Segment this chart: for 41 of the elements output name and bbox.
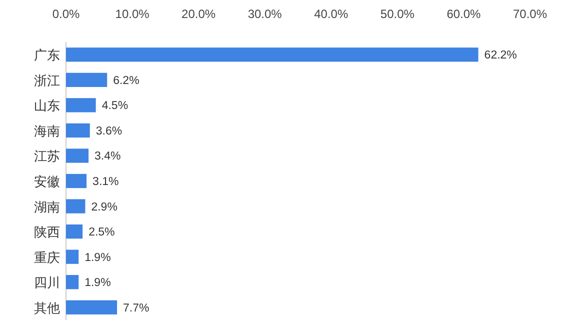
data-label: 3.1% xyxy=(92,176,119,188)
bar xyxy=(66,148,89,163)
data-label: 1.9% xyxy=(84,277,111,290)
x-tick-label: 30.0% xyxy=(248,7,282,21)
data-label: 7.7% xyxy=(123,302,150,314)
bar xyxy=(66,250,79,264)
y-tick-label: 浙江 xyxy=(34,72,60,88)
x-tick-label: 20.0% xyxy=(182,7,216,21)
y-tick-label: 海南 xyxy=(34,123,60,138)
x-tick-label: 0.0% xyxy=(52,7,80,21)
data-label: 3.6% xyxy=(96,125,122,138)
x-tick-label: 40.0% xyxy=(314,7,348,21)
bar xyxy=(66,48,478,62)
data-label: 1.9% xyxy=(84,252,111,264)
data-label: 2.9% xyxy=(91,201,118,214)
y-tick-label: 其他 xyxy=(34,300,60,316)
data-label: 62.2% xyxy=(484,50,517,62)
y-tick-label: 湖南 xyxy=(34,199,60,214)
bar xyxy=(66,199,86,214)
bar xyxy=(66,224,83,239)
x-tick-label: 50.0% xyxy=(380,7,415,21)
data-label: 3.4% xyxy=(94,150,121,163)
bar xyxy=(66,98,96,112)
bar xyxy=(66,275,79,290)
y-tick-label: 安徽 xyxy=(34,174,60,189)
x-tick-label: 60.0% xyxy=(446,7,482,21)
y-tick-label: 江苏 xyxy=(34,148,60,164)
y-tick-label: 四川 xyxy=(34,275,60,290)
y-tick-label: 重庆 xyxy=(34,250,60,265)
x-tick-label: 70.0% xyxy=(512,7,548,21)
bar xyxy=(66,72,108,87)
y-tick-label: 山东 xyxy=(34,98,60,114)
data-label: 2.5% xyxy=(88,226,115,239)
bar xyxy=(66,174,87,188)
data-label: 6.2% xyxy=(113,74,140,87)
y-tick-label: 广东 xyxy=(34,48,60,63)
x-tick-label: 10.0% xyxy=(115,7,150,21)
bar xyxy=(66,300,118,314)
y-tick-label: 陕西 xyxy=(34,224,60,240)
data-label: 4.5% xyxy=(102,100,128,112)
bar xyxy=(66,123,90,138)
